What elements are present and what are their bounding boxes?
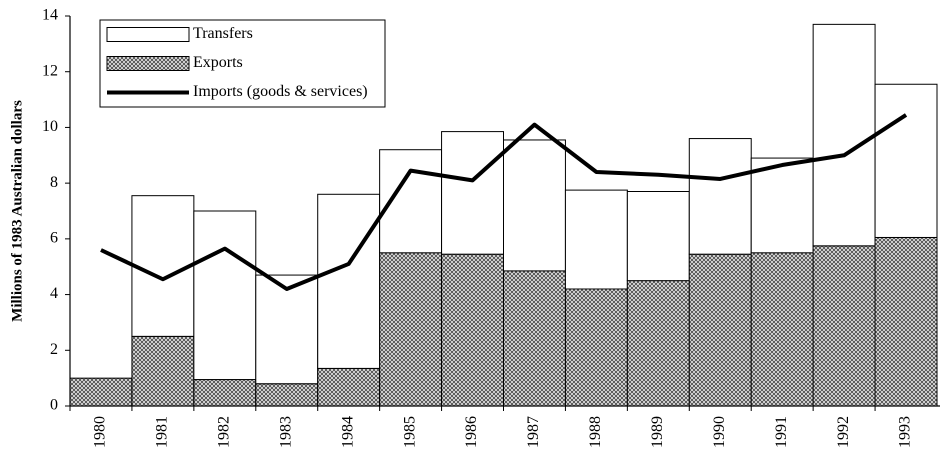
y-tick-label: 6 — [50, 230, 58, 247]
bar — [255, 383, 319, 407]
x-tick-label: 1983 — [277, 416, 294, 448]
bar — [193, 379, 257, 407]
bar — [131, 335, 195, 407]
y-tick-label: 14 — [42, 7, 58, 24]
bar — [503, 139, 566, 272]
bar — [688, 253, 752, 407]
bar — [317, 367, 381, 407]
legend-swatch — [106, 56, 190, 71]
x-tick-label: 1982 — [215, 416, 232, 448]
bar — [441, 131, 505, 255]
y-tick-label: 8 — [50, 174, 58, 191]
bar — [69, 377, 133, 407]
bar — [750, 157, 814, 254]
bar — [626, 191, 690, 282]
bar — [255, 274, 319, 385]
y-tick-label: 2 — [50, 341, 58, 358]
legend-label: Transfers — [193, 25, 253, 42]
bar — [874, 83, 938, 238]
x-tick-label: 1993 — [897, 416, 914, 448]
y-tick-label: 0 — [50, 397, 58, 414]
bar — [626, 280, 690, 407]
x-tick-label: 1985 — [401, 416, 418, 448]
x-tick-label: 1980 — [92, 416, 109, 448]
y-tick-label: 12 — [42, 62, 58, 79]
bar — [503, 270, 566, 407]
bar — [874, 236, 938, 407]
bar — [750, 252, 814, 407]
x-tick-label: 1992 — [835, 416, 852, 448]
x-tick-label: 1987 — [525, 416, 542, 448]
legend-label: Imports (goods & services) — [193, 83, 368, 100]
bar — [193, 210, 257, 381]
x-tick-label: 1991 — [773, 416, 790, 448]
x-tick-label: 1989 — [649, 416, 666, 448]
bar — [564, 288, 628, 407]
bar — [379, 252, 443, 407]
legend-label: Exports — [193, 54, 243, 71]
bar — [564, 189, 628, 290]
y-tick-label: 4 — [50, 285, 58, 302]
line — [100, 113, 908, 291]
x-tick-label: 1986 — [463, 416, 480, 448]
bar — [812, 23, 876, 247]
legend-swatch — [106, 27, 190, 42]
bar — [441, 253, 505, 407]
bar — [812, 245, 876, 407]
y-tick-label: 10 — [42, 118, 58, 135]
bar — [688, 138, 752, 255]
bar — [317, 193, 381, 369]
bar — [131, 195, 195, 337]
x-tick-label: 1990 — [711, 416, 728, 448]
x-tick-label: 1988 — [587, 416, 604, 448]
y-axis-label: Millions of 1983 Australian dollars — [9, 100, 25, 322]
x-tick-label: 1984 — [339, 416, 356, 448]
x-tick-label: 1981 — [154, 416, 171, 448]
